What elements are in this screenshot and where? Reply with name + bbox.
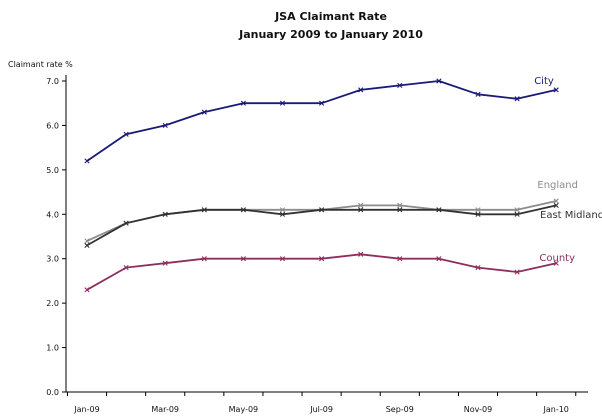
y-tick-label: 6.0 bbox=[46, 121, 59, 130]
data-point bbox=[514, 96, 520, 102]
x-tick-label: Nov-09 bbox=[464, 405, 492, 414]
data-point bbox=[84, 287, 90, 293]
chart-titles: JSA Claimant Rate January 2009 to Januar… bbox=[238, 10, 423, 41]
chart-title: JSA Claimant Rate bbox=[274, 10, 387, 23]
chart-axes bbox=[65, 75, 588, 393]
data-point bbox=[553, 87, 559, 93]
x-tick-label: Mar-09 bbox=[151, 405, 179, 414]
data-point bbox=[475, 91, 481, 97]
data-point bbox=[162, 122, 168, 129]
data-point bbox=[358, 87, 364, 93]
data-point bbox=[84, 158, 90, 164]
data-point bbox=[514, 207, 520, 213]
y-tick-label: 4.0 bbox=[46, 210, 59, 219]
chart-subtitle: January 2009 to January 2010 bbox=[238, 28, 423, 41]
data-point bbox=[123, 131, 129, 137]
data-point bbox=[162, 211, 168, 217]
data-point bbox=[201, 256, 207, 262]
y-tick-label: 5.0 bbox=[46, 166, 59, 175]
x-tick-label: Jul-09 bbox=[309, 405, 333, 414]
y-axis-label: Claimant rate % bbox=[8, 60, 73, 69]
data-point bbox=[123, 220, 129, 226]
x-tick-label: Jan-09 bbox=[73, 405, 99, 414]
y-tick-label: 0.0 bbox=[46, 388, 59, 397]
data-point bbox=[436, 78, 442, 84]
data-point bbox=[84, 238, 90, 244]
series-county bbox=[84, 251, 559, 293]
y-tick-labels: 0.0 1.0 2.0 3.0 4.0 5.0 6.0 7.0 bbox=[46, 77, 66, 397]
data-point bbox=[319, 100, 325, 106]
data-point bbox=[397, 82, 403, 89]
x-tick-labels: Jan-09 Mar-09 May-09 Jul-09 Sep-09 Nov-09 Jan-… bbox=[66, 392, 577, 414]
data-point bbox=[279, 100, 286, 106]
data-point bbox=[240, 256, 246, 262]
data-point bbox=[319, 207, 325, 213]
data-point bbox=[553, 198, 559, 204]
data-point bbox=[358, 202, 364, 208]
x-tick-label: Jan-10 bbox=[542, 405, 568, 414]
data-point bbox=[436, 207, 442, 213]
series-east-midlands bbox=[84, 202, 559, 248]
data-point bbox=[397, 256, 403, 262]
data-point bbox=[358, 207, 364, 213]
series-label-england: England bbox=[537, 180, 578, 191]
data-point bbox=[319, 256, 325, 262]
data-point bbox=[553, 260, 559, 266]
series-label-city: City bbox=[534, 76, 554, 87]
data-point bbox=[358, 251, 364, 257]
data-point bbox=[201, 109, 207, 115]
data-point bbox=[475, 265, 481, 271]
series-england bbox=[84, 198, 559, 244]
data-point bbox=[84, 242, 90, 248]
y-tick-label: 7.0 bbox=[46, 77, 59, 86]
x-tick-label: May-09 bbox=[229, 405, 258, 414]
data-point bbox=[475, 207, 481, 213]
data-point bbox=[240, 100, 246, 106]
series-line-city bbox=[86, 80, 557, 162]
series-label-east-midlands: East Midlands bbox=[540, 210, 602, 221]
data-point bbox=[436, 256, 442, 262]
data-point bbox=[201, 207, 207, 213]
data-point bbox=[553, 202, 559, 208]
series-city bbox=[84, 78, 559, 164]
data-point bbox=[279, 256, 286, 262]
series-labels: City England East Midlands County bbox=[534, 76, 602, 264]
series-label-county: County bbox=[539, 253, 575, 264]
data-point bbox=[123, 265, 129, 271]
data-point bbox=[279, 207, 286, 213]
series-line-east-midlands bbox=[86, 204, 557, 247]
data-point bbox=[475, 211, 481, 217]
data-point bbox=[162, 260, 168, 266]
data-point bbox=[279, 211, 286, 217]
data-point bbox=[514, 269, 520, 275]
data-point bbox=[397, 207, 403, 213]
y-tick-label: 2.0 bbox=[46, 299, 59, 308]
data-point bbox=[240, 207, 246, 213]
data-point bbox=[514, 211, 520, 217]
series-line-england bbox=[86, 200, 557, 242]
series-line-county bbox=[86, 253, 557, 291]
chart-series bbox=[84, 78, 559, 293]
y-tick-label: 3.0 bbox=[46, 255, 59, 264]
y-tick-label: 1.0 bbox=[46, 344, 59, 353]
x-tick-label: Sep-09 bbox=[386, 405, 414, 414]
data-point bbox=[397, 202, 403, 208]
